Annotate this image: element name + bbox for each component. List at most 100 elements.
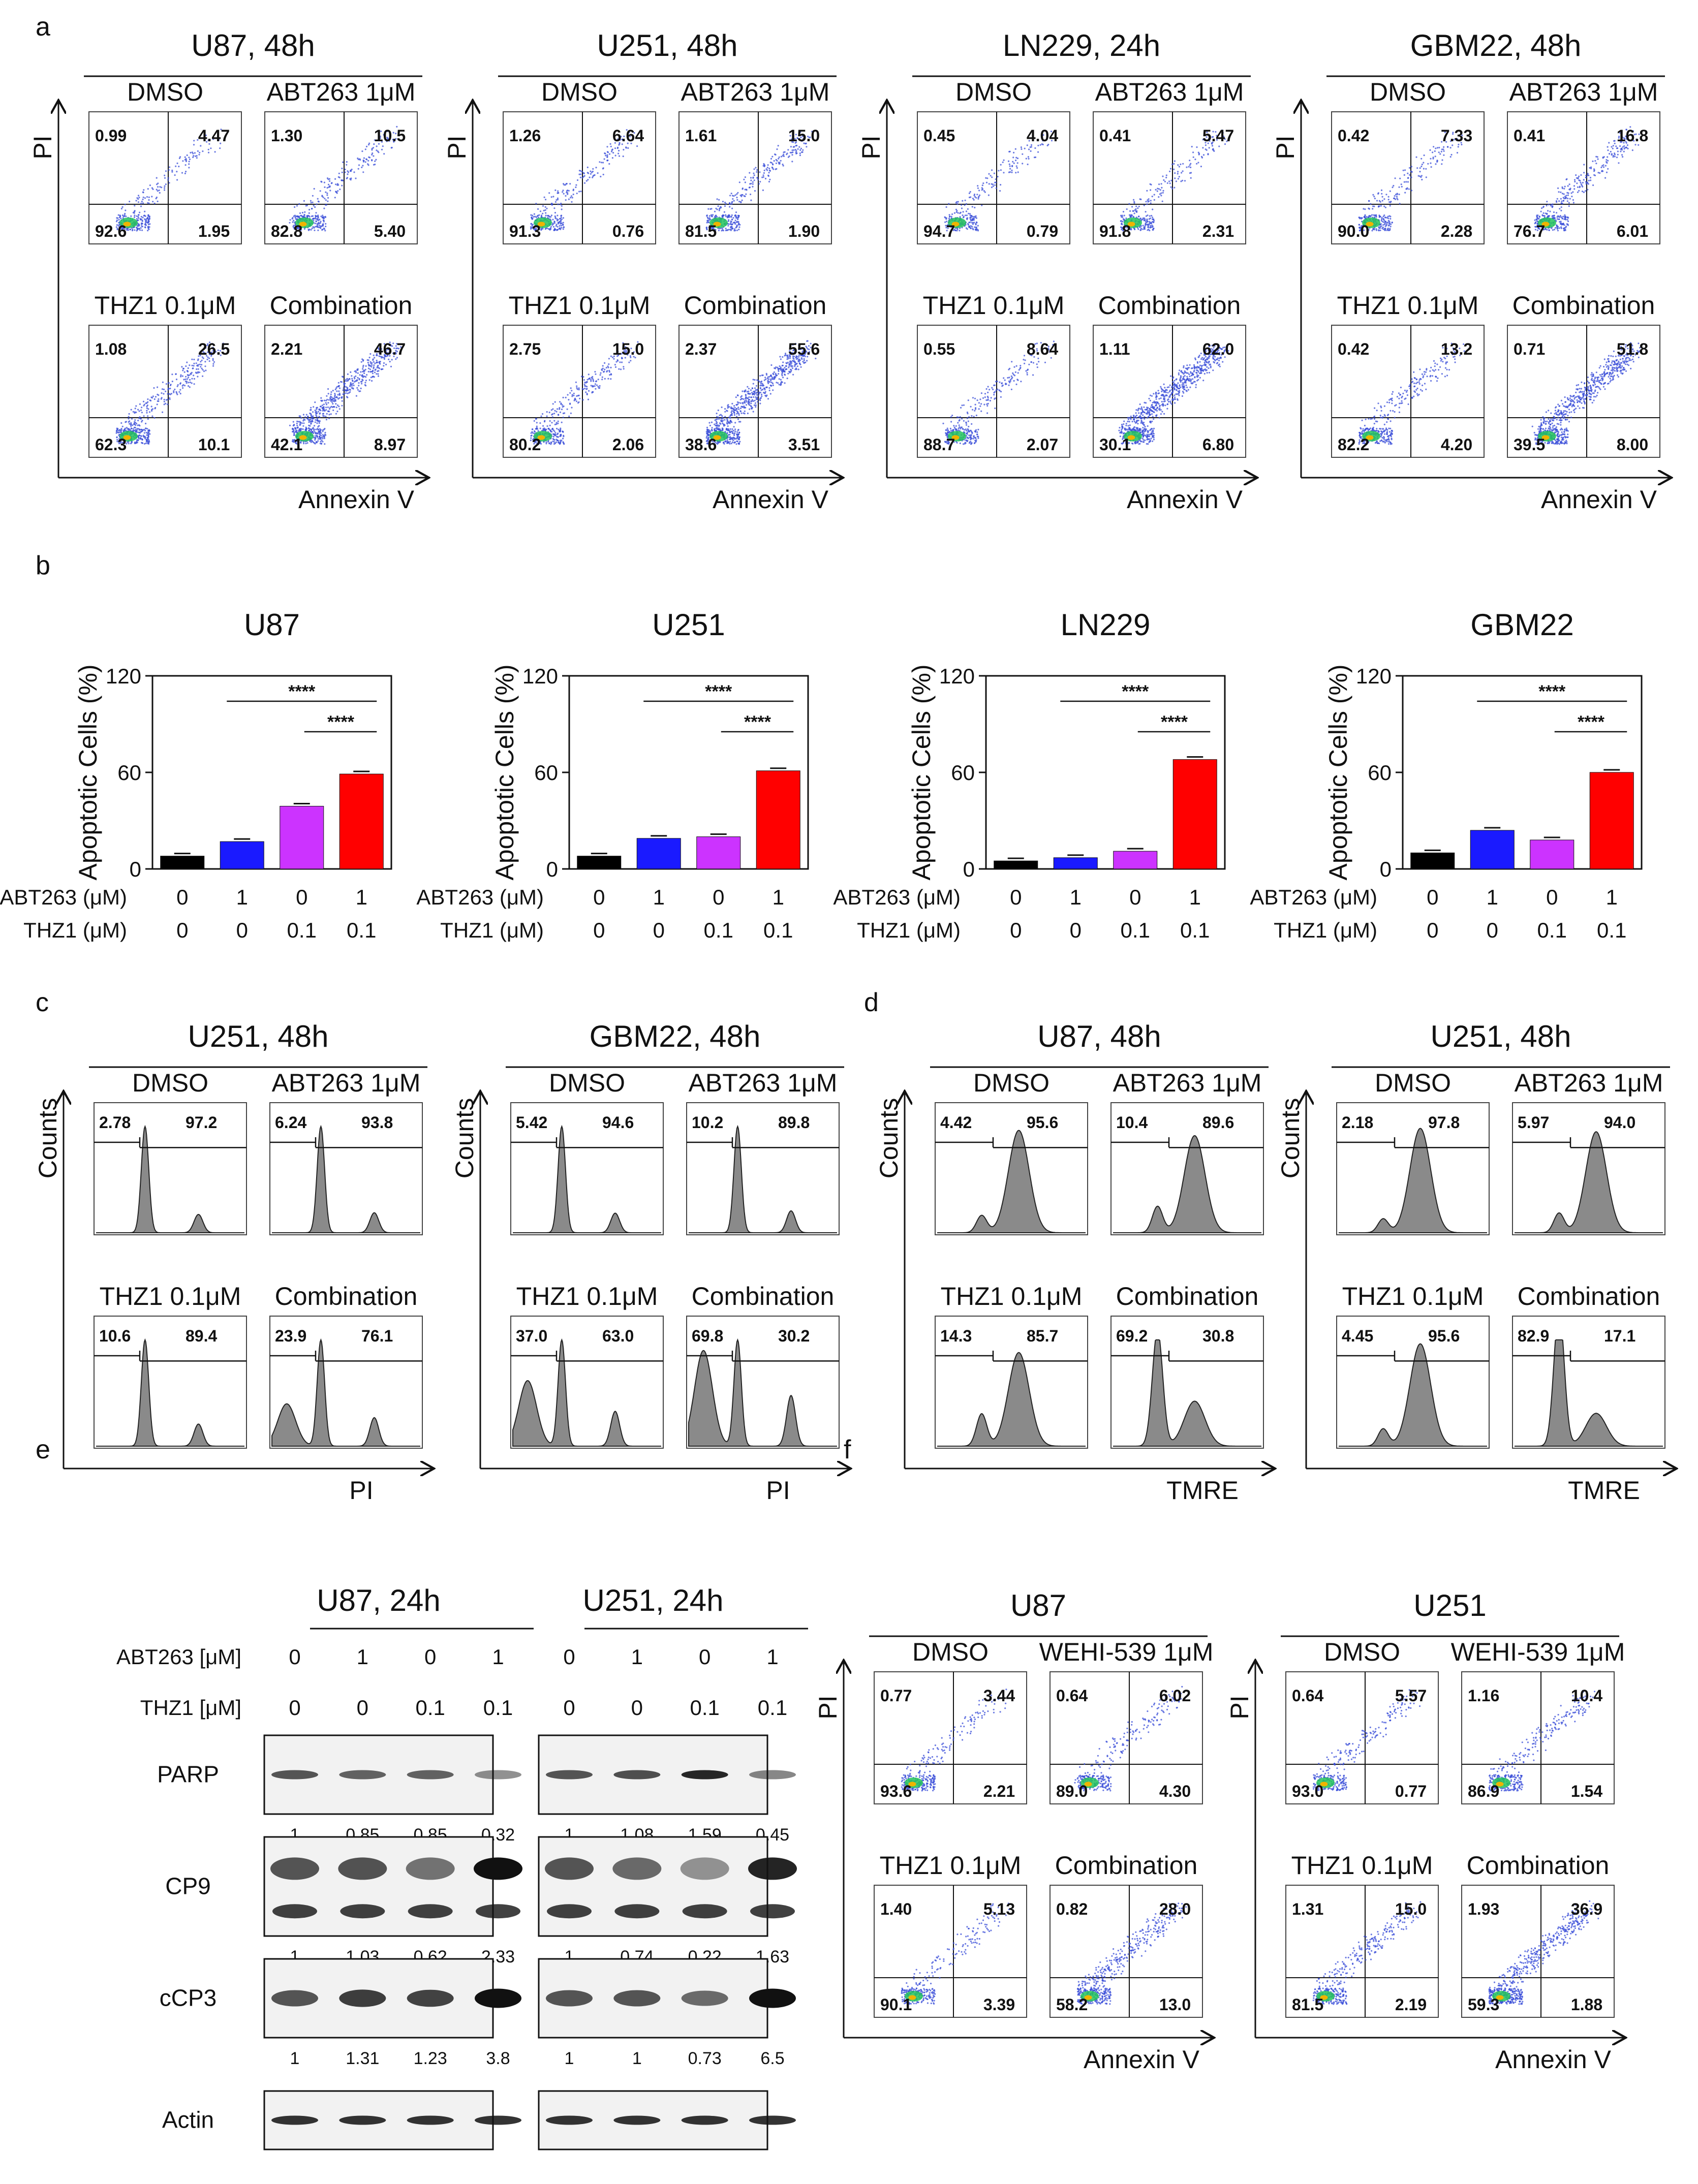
significance-stars: **** <box>744 712 771 732</box>
event-dots <box>901 1689 1007 1792</box>
condition-label: THZ1 0.1μM <box>1337 291 1479 320</box>
thz1-dose: 0.1 <box>758 1696 787 1720</box>
histogram-curve <box>96 1338 244 1447</box>
quadrant-ul: 0.45 <box>923 127 955 145</box>
quadrant-ul: 0.64 <box>1056 1687 1088 1705</box>
quadrant-ur: 10.5 <box>374 127 406 145</box>
quadrant-ul: 0.64 <box>1292 1687 1323 1705</box>
dot-plot: 0.41 5.47 91.8 2.31 <box>1093 111 1246 244</box>
dense-core <box>951 222 960 227</box>
quadrant-ur: 55.6 <box>788 340 820 358</box>
quadrant-lr: 3.51 <box>788 435 820 454</box>
condition-label: WEHI-539 1μM <box>1451 1638 1625 1666</box>
plot-frame <box>1285 1885 1439 2018</box>
band <box>270 1857 319 1880</box>
thz1-dose: 0 <box>653 918 665 942</box>
event-dots <box>901 1902 1010 2005</box>
bar-abt263 <box>220 841 264 869</box>
dot-plot: 0.71 51.8 39.5 8.00 <box>1507 325 1660 458</box>
group-title: U87, 48h <box>1037 1019 1161 1053</box>
condition-label: DMSO <box>1375 1069 1451 1097</box>
dense-core <box>713 435 721 440</box>
band <box>271 2115 318 2125</box>
gate-right-value: 94.6 <box>602 1113 634 1132</box>
dense-core <box>299 435 307 440</box>
gate-right-value: 97.2 <box>186 1113 217 1132</box>
histogram: 4.42 95.6 <box>935 1102 1088 1235</box>
abt263-dose: 0 <box>593 885 605 909</box>
dot-plot: 1.61 15.0 81.5 1.90 <box>678 111 832 244</box>
condition-label: ABT263 1μM <box>689 1069 838 1097</box>
condition-label: ABT263 1μM <box>1509 78 1658 106</box>
quadrant-lr: 1.90 <box>788 222 820 240</box>
thz1-dose: 0 <box>631 1696 643 1720</box>
histogram-curve <box>937 1130 1086 1233</box>
plot-frame <box>94 1102 247 1235</box>
quadrant-ul: 1.30 <box>271 127 302 145</box>
abt263-dose: 1 <box>357 1645 368 1669</box>
plot-frame <box>1049 1885 1203 2018</box>
chart-title: U87 <box>244 608 300 642</box>
band <box>546 1770 593 1780</box>
dense-core <box>123 435 131 440</box>
gate-left-value: 14.3 <box>940 1327 972 1345</box>
panel-label-f: f <box>844 1435 851 1464</box>
quadrant-ur: 5.13 <box>983 1900 1015 1918</box>
row-label-thz1: THZ1 (μM) <box>1274 918 1377 942</box>
gate-left-value: 5.42 <box>516 1113 547 1132</box>
chart-title: GBM22 <box>1470 608 1573 642</box>
histogram: 10.6 89.4 <box>94 1316 247 1449</box>
blot-cp9 <box>538 1836 768 1937</box>
y-axis-label: Counts <box>450 1098 479 1178</box>
plot-frame <box>1331 325 1485 458</box>
condition-label: DMSO <box>549 1069 625 1097</box>
quadrant-ll: 94.7 <box>923 222 955 240</box>
condition-label: THZ1 0.1μM <box>880 1851 1022 1880</box>
quadrant-ul: 1.11 <box>1099 340 1130 358</box>
abt263-dose: 0 <box>176 885 188 909</box>
x-axis-label: TMRE <box>1568 1476 1640 1505</box>
plot-frame <box>264 111 418 244</box>
histogram-curve <box>271 1338 420 1447</box>
condition-label: DMSO <box>955 78 1032 106</box>
y-axis-label: PI <box>857 135 885 159</box>
quadrant-ur: 6.64 <box>612 127 644 145</box>
histogram: 2.18 97.8 <box>1336 1102 1490 1235</box>
row-label-thz1: THZ1 [μM] <box>140 1696 241 1720</box>
abt263-dose: 0 <box>1546 885 1558 909</box>
histogram: 14.3 85.7 <box>935 1316 1088 1449</box>
thz1-dose: 0 <box>289 1696 300 1720</box>
quadrant-ll: 89.0 <box>1056 1782 1088 1800</box>
thz1-dose: 0 <box>1487 918 1498 942</box>
thz1-dose: 0.1 <box>1121 918 1150 942</box>
plot-frame <box>874 1885 1027 2018</box>
dense-core <box>1366 222 1374 227</box>
plot-frame <box>1049 1671 1203 1804</box>
dot-plot: 1.26 6.64 91.3 0.76 <box>503 111 656 244</box>
row-label-abt263: ABT263 (μM) <box>1250 885 1377 909</box>
condition-label: ABT263 1μM <box>681 78 830 106</box>
bar-abt263 <box>636 838 681 869</box>
condition-label: Combination <box>692 1282 835 1311</box>
dot-plot: 0.64 5.57 93.0 0.77 <box>1285 1671 1439 1804</box>
quadrant-ur: 10.4 <box>1571 1687 1602 1705</box>
plot-frame <box>94 1316 247 1449</box>
histogram: 6.24 93.8 <box>269 1102 423 1235</box>
quadrant-ur: 5.47 <box>1202 127 1234 145</box>
plot-frame <box>678 111 832 244</box>
band <box>614 1904 660 1919</box>
densitometry-value: 1 <box>632 2049 642 2068</box>
dot-plot: 0.42 13.2 82.2 4.20 <box>1331 325 1485 458</box>
band <box>748 1857 797 1880</box>
x-axis-label: PI <box>766 1476 790 1505</box>
thz1-dose: 0.1 <box>1537 918 1567 942</box>
thz1-dose: 0.1 <box>415 1696 445 1720</box>
dot-plot: 1.08 26.5 62.3 10.1 <box>88 325 242 458</box>
condition-label: THZ1 0.1μM <box>941 1282 1083 1311</box>
dot-plot: 1.31 15.0 81.5 2.19 <box>1285 1885 1439 2018</box>
blot-cp9 <box>263 1836 494 1937</box>
band <box>408 1904 453 1919</box>
quadrant-lr: 1.54 <box>1571 1782 1602 1800</box>
gate-left-value: 82.9 <box>1518 1327 1549 1345</box>
